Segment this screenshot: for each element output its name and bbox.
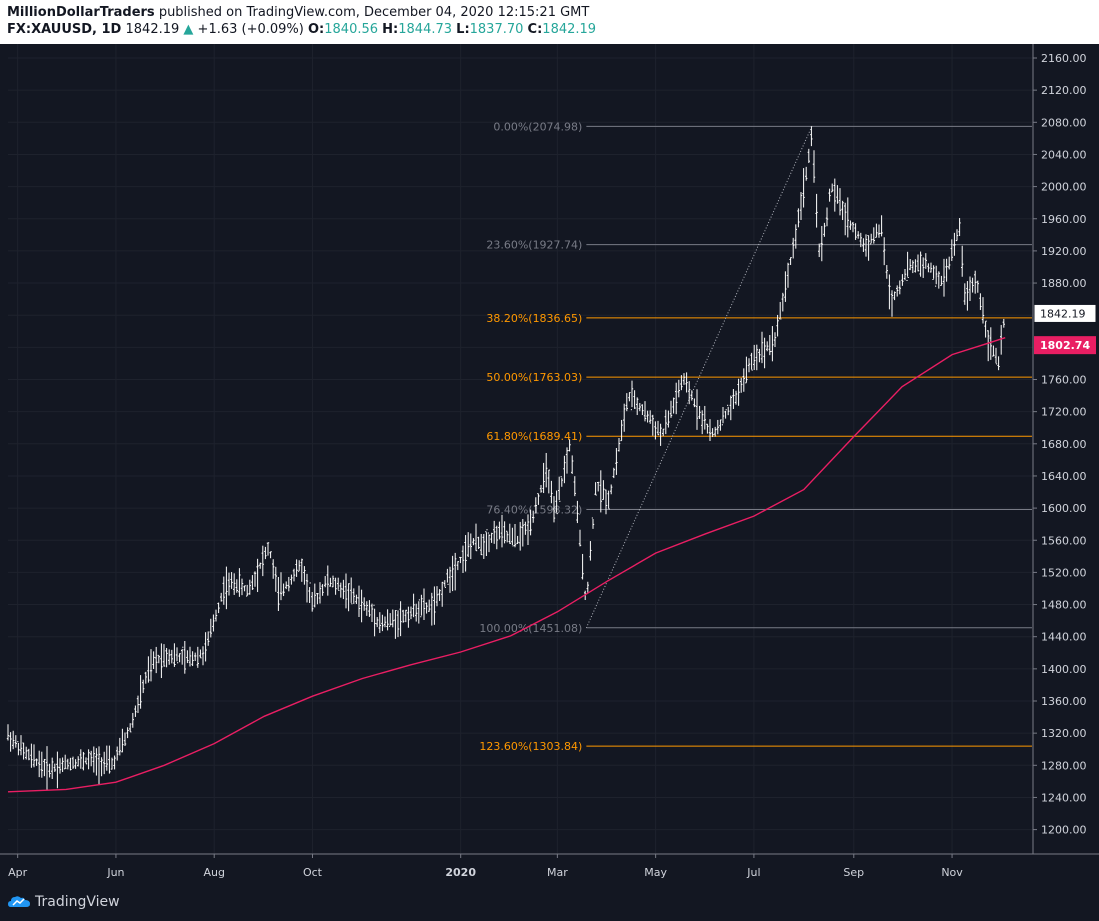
- moving-average-line: [7, 337, 1006, 793]
- x-tick-label: Aug: [203, 866, 224, 879]
- y-tick-label: 1200.00: [1041, 824, 1087, 837]
- x-tick-label: Apr: [8, 866, 28, 879]
- ma-value-badge: [1034, 336, 1096, 355]
- tradingview-cloud-icon: [8, 896, 30, 907]
- open-label: O:: [308, 22, 325, 37]
- y-tick-label: 1760.00: [1041, 374, 1087, 387]
- y-tick-label: 1440.00: [1041, 631, 1087, 644]
- fib-level-label: 100.00%(1451.08): [479, 622, 582, 635]
- fib-level-label: 61.80%(1689.41): [486, 430, 582, 443]
- publisher-name[interactable]: MillionDollarTraders: [7, 5, 155, 20]
- fib-level-label: 123.60%(1303.84): [479, 740, 582, 753]
- price-change: +1.63 (+0.09%): [197, 22, 304, 37]
- published-text: published on TradingView.com, December 0…: [158, 5, 590, 20]
- y-tick-label: 1520.00: [1041, 566, 1087, 579]
- y-tick-label: 1360.00: [1041, 695, 1087, 708]
- high-label: H:: [382, 22, 399, 37]
- chart-header: MillionDollarTraders published on Tradin…: [0, 0, 1099, 44]
- ohlc-line: FX:XAUUSD, 1D 1842.19 ▲ +1.63 (+0.09%) O…: [7, 22, 596, 37]
- y-tick-label: 2160.00: [1041, 52, 1087, 65]
- symbol-label[interactable]: FX:XAUUSD, 1D: [7, 22, 122, 37]
- close-label: C:: [527, 22, 543, 37]
- x-tick-label: 2020: [445, 866, 476, 879]
- y-tick-label: 1600.00: [1041, 502, 1087, 515]
- y-tick-label: 1960.00: [1041, 213, 1087, 226]
- open-value: 1840.56: [324, 22, 379, 37]
- chart-footer: TradingView: [0, 884, 1099, 921]
- y-tick-label: 1720.00: [1041, 406, 1087, 419]
- low-label: L:: [456, 22, 470, 37]
- y-tick-label: 2080.00: [1041, 116, 1087, 129]
- ohlc-bars: [6, 126, 1005, 790]
- ma-value-badge-text: 1802.74: [1040, 339, 1090, 352]
- y-tick-label: 1240.00: [1041, 791, 1087, 804]
- fib-level-label: 0.00%(2074.98): [493, 120, 582, 133]
- x-tick-label: Oct: [303, 866, 323, 879]
- y-tick-label: 1560.00: [1041, 534, 1087, 547]
- last-price-badge-text: 1842.19: [1040, 307, 1086, 320]
- low-value: 1837.70: [469, 22, 524, 37]
- y-tick-label: 1640.00: [1041, 470, 1087, 483]
- change-arrow-icon: ▲: [183, 22, 194, 37]
- x-tick-label: Sep: [843, 866, 864, 879]
- fib-level-label: 38.20%(1836.65): [486, 312, 582, 325]
- x-tick-label: Jun: [106, 866, 124, 879]
- last-price: 1842.19: [125, 22, 180, 37]
- tradingview-logo-text: TradingView: [35, 894, 120, 910]
- y-tick-label: 1680.00: [1041, 438, 1087, 451]
- last-price-badge: [1033, 303, 1097, 323]
- tradingview-logo[interactable]: TradingView: [8, 894, 120, 910]
- y-tick-label: 2120.00: [1041, 84, 1087, 97]
- y-tick-label: 2000.00: [1041, 181, 1087, 194]
- y-tick-label: 1280.00: [1041, 759, 1087, 772]
- y-tick-label: 1320.00: [1041, 727, 1087, 740]
- x-tick-label: Nov: [941, 866, 963, 879]
- y-tick-label: 1880.00: [1041, 277, 1087, 290]
- fib-level-label: 50.00%(1763.03): [486, 371, 582, 384]
- x-tick-label: Mar: [547, 866, 568, 879]
- y-tick-label: 1920.00: [1041, 245, 1087, 258]
- publish-line: MillionDollarTraders published on Tradin…: [7, 5, 589, 20]
- price-chart[interactable]: 0.00%(2074.98) 23.60%(1927.74) 38.20%(1836…: [0, 44, 1099, 884]
- grid-lines: [8, 44, 1033, 854]
- x-tick-label: May: [644, 866, 667, 879]
- fib-level-label: 76.40%(1598.32): [486, 503, 582, 516]
- close-value: 1842.19: [542, 22, 597, 37]
- y-tick-label: 1400.00: [1041, 663, 1087, 676]
- y-tick-label: 1480.00: [1041, 599, 1087, 612]
- chart-area[interactable]: 0.00%(2074.98) 23.60%(1927.74) 38.20%(1836…: [0, 44, 1099, 884]
- x-tick-label: Jul: [746, 866, 760, 879]
- y-tick-label: 2040.00: [1041, 148, 1087, 161]
- fib-level-label: 23.60%(1927.74): [486, 239, 582, 252]
- high-value: 1844.73: [398, 22, 453, 37]
